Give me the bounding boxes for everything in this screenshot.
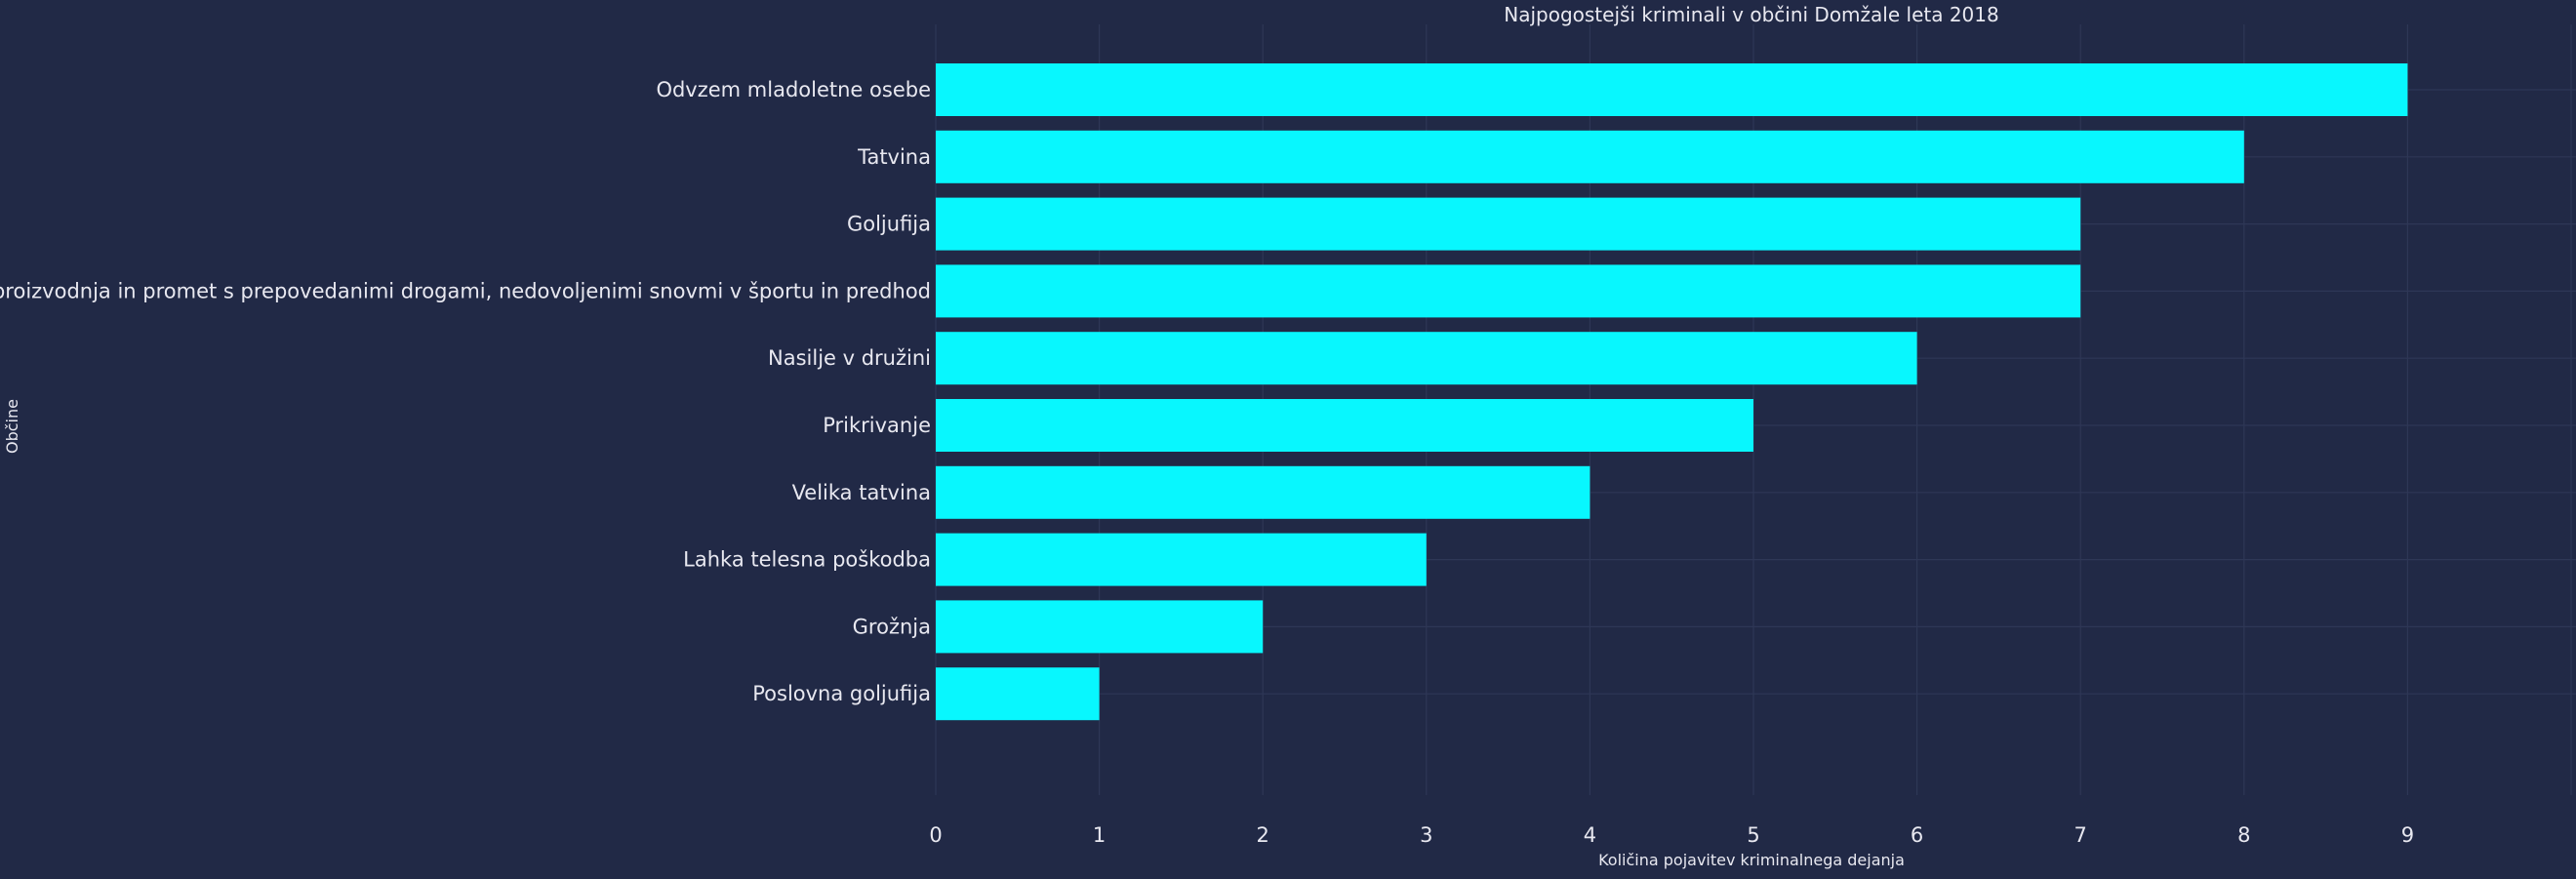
x-tick-label: 9	[2401, 823, 2414, 847]
x-tick-label: 5	[1747, 823, 1759, 847]
x-axis-title: Količina pojavitev kriminalnega dejanja	[1598, 851, 1905, 869]
x-tick-label: 8	[2237, 823, 2250, 847]
category-label: Goljufija	[847, 213, 931, 236]
x-tick-label: 2	[1257, 823, 1269, 847]
category-label: Poslovna goljufija	[752, 682, 931, 705]
x-tick-label: 0	[929, 823, 942, 847]
category-label: Grožnja	[853, 615, 931, 638]
category-label: Prikrivanje	[823, 414, 931, 437]
x-tick-label: 1	[1093, 823, 1106, 847]
bar	[936, 264, 2081, 318]
x-tick-label: 3	[1420, 823, 1432, 847]
bar	[936, 600, 1264, 654]
x-tick-label: 7	[2074, 823, 2087, 847]
x-tick-label: 4	[1584, 823, 1596, 847]
bar	[936, 533, 1427, 586]
bar	[936, 130, 2244, 183]
bar	[936, 667, 1100, 721]
category-label: Tatvina	[857, 145, 931, 169]
bar	[936, 197, 2081, 251]
y-axis-title: Občine	[3, 399, 21, 454]
category-label: Lahka telesna poškodba	[683, 548, 931, 572]
x-tick-labels: 0 1 2 3 4 5 6 7 8 9	[929, 823, 2414, 847]
category-label: Odvzem mladoletne osebe	[656, 78, 931, 101]
category-labels: Odvzem mladoletne osebe Tatvina Goljufija N…	[0, 78, 931, 705]
category-label: Neupravičena proizvodnja in promet s pre…	[0, 279, 931, 302]
bar	[936, 399, 1753, 452]
bar	[936, 465, 1590, 519]
category-label: Velika tatvina	[792, 481, 931, 504]
bars	[936, 63, 2408, 721]
x-tick-label: 6	[1911, 823, 1923, 847]
chart-title: Najpogostejši kriminali v občini Domžale…	[1504, 3, 1998, 26]
bar	[936, 63, 2408, 116]
category-label: Nasilje v družini	[768, 346, 931, 370]
bar	[936, 332, 1917, 385]
